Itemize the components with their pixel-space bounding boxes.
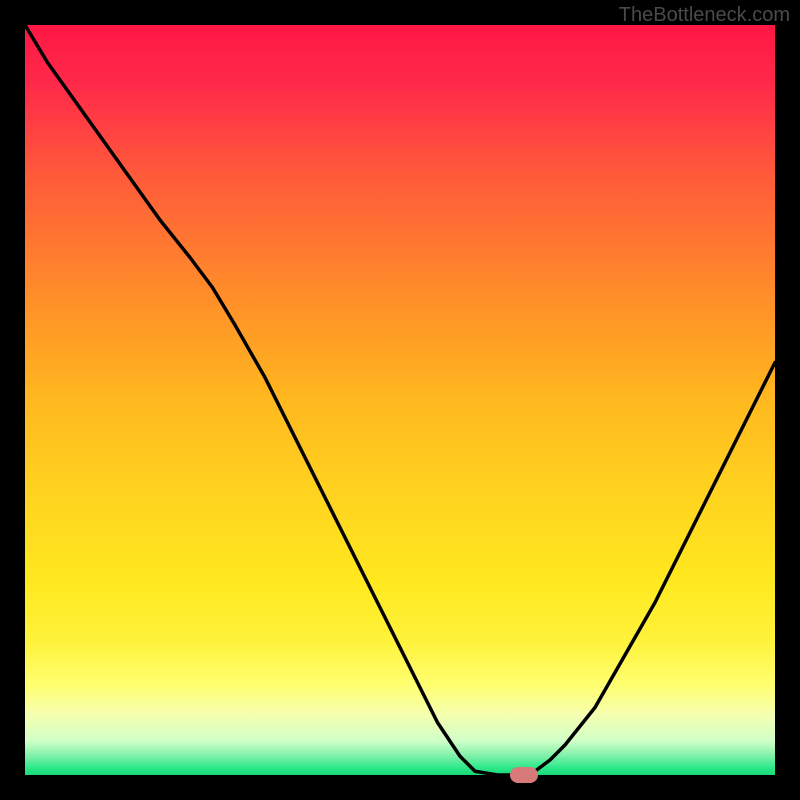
watermark-label: TheBottleneck.com <box>619 4 790 27</box>
chart-curve <box>25 25 775 775</box>
chart-plot-area <box>25 25 775 775</box>
chart-marker <box>510 767 538 783</box>
